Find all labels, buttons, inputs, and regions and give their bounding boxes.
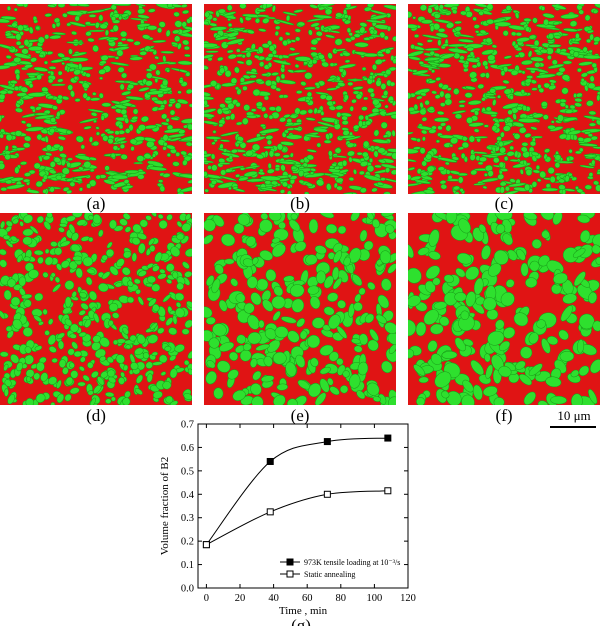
panel-label-d: (d) (86, 406, 106, 425)
chart-label-g: (g) (291, 616, 311, 626)
data-point (323, 490, 331, 498)
micrograph-f (408, 213, 600, 405)
data-point (266, 457, 274, 465)
y-tick-label: 0.5 (181, 466, 194, 477)
legend-marker (286, 570, 294, 578)
x-tick-label: 80 (336, 593, 347, 604)
data-point (266, 508, 274, 516)
plot-border (197, 423, 409, 589)
y-tick-label: 0.1 (181, 560, 194, 571)
y-axis-label: Volume fraction of B2 (159, 457, 171, 555)
micrograph-e (204, 213, 396, 405)
legend: 973K tensile loading at 10⁻³/s Static ann… (280, 558, 400, 579)
panel-label-c: (c) (494, 194, 514, 213)
x-tick-label: 40 (268, 593, 279, 604)
panel-label-a: (a) (86, 194, 106, 213)
y-tick-label: 0.7 (181, 420, 194, 431)
panel-label-e: (e) (290, 406, 310, 425)
scale-bar-line (550, 426, 596, 428)
micrograph-c (408, 4, 600, 194)
series-layer (202, 434, 392, 549)
data-point (323, 438, 331, 446)
micrograph-d (0, 213, 192, 405)
y-tick-label: 0.3 (181, 513, 194, 524)
data-point (202, 541, 210, 549)
panel-label-b: (b) (290, 194, 310, 213)
series-line-1 (206, 437, 388, 546)
x-tick-label: 20 (235, 593, 246, 604)
axis-ticks: 0 20 40 60 80 100 120 0.0 0.1 0.2 0.3 0.4 0.5 0.6 0.7 (181, 420, 416, 605)
scale-bar-label: 10 μm (557, 408, 591, 423)
micrograph-b (204, 4, 396, 194)
y-tick-label: 0.4 (181, 490, 195, 501)
volume-fraction-chart: 0 20 40 60 80 100 1200.00.10.20.30.40.50.60.7 … (159, 420, 416, 626)
plot-frame (197, 423, 409, 589)
panel-label-f: (f) (495, 406, 513, 425)
legend-marker (286, 558, 294, 566)
data-point (384, 434, 392, 442)
data-point (384, 487, 392, 495)
legend-entry: 973K tensile loading at 10⁻³/s (304, 558, 400, 567)
x-tick-label: 0 (204, 593, 209, 604)
y-tick-label: 0.0 (181, 584, 194, 595)
x-tick-label: 120 (400, 593, 416, 604)
x-axis-label: Time , min (279, 605, 328, 617)
y-tick-label: 0.6 (181, 443, 194, 454)
legend-entry: Static annealing (304, 570, 355, 579)
x-tick-label: 60 (302, 593, 313, 604)
y-tick-label: 0.2 (181, 537, 194, 548)
micrograph-a (0, 4, 192, 194)
series-line-2 (206, 490, 388, 546)
x-tick-label: 100 (367, 593, 383, 604)
